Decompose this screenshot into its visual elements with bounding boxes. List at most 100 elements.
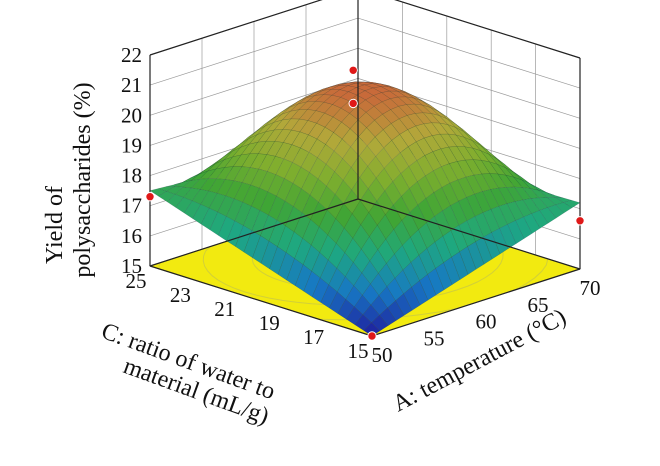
surface-cell (505, 186, 524, 202)
surface-cell (395, 293, 413, 316)
surface-cell (158, 191, 176, 203)
surface-cell (489, 173, 507, 189)
box-edge-3 (149, 198, 359, 267)
z-tick-label-6: 21 (121, 73, 142, 97)
surface-cell (415, 137, 434, 156)
surface-cell (467, 241, 485, 270)
surface-cell (498, 187, 516, 204)
surface-cell (192, 204, 210, 225)
surface-cell (394, 244, 412, 271)
surface-cell (371, 314, 389, 332)
surface-cell (235, 225, 253, 253)
surface-cell (459, 246, 477, 275)
surface-cell (232, 138, 249, 152)
z-tick-label-5: 20 (121, 103, 142, 127)
y-tick-label-5: 25 (126, 269, 147, 293)
surface-cell (488, 150, 505, 165)
surface-cell (507, 220, 525, 245)
design-point-2 (145, 192, 155, 202)
surface-cell (455, 123, 472, 138)
surface-cell (456, 146, 474, 161)
z-tick-label-4: 19 (121, 133, 142, 157)
surface-cell (498, 203, 516, 225)
surface-cell (389, 96, 408, 107)
surface-cell (446, 124, 465, 138)
surface-cell (439, 115, 456, 128)
z-tick-label-1: 16 (121, 224, 142, 248)
design-point-4 (367, 331, 377, 341)
surface-cell (165, 182, 183, 187)
surface-cell (387, 300, 405, 321)
surface-cell (209, 211, 227, 236)
surface-cell (422, 112, 441, 124)
surface-cell (496, 163, 515, 178)
surface-cell (431, 122, 449, 135)
surface-cell (403, 286, 421, 311)
surface-cell (423, 135, 442, 153)
surface-cell (429, 104, 447, 117)
surface-cell (443, 256, 461, 286)
y-tick-label-4: 23 (170, 283, 191, 307)
box-edge-0 (371, 268, 581, 337)
z-axis-label-line1: Yield of (42, 186, 68, 264)
surface-cell (380, 86, 398, 92)
surface-cell (415, 123, 433, 139)
axis-box (149, 0, 581, 337)
surface-cell (183, 187, 201, 202)
x-tick-label-0: 50 (372, 343, 393, 367)
y-tick-label-0: 15 (348, 339, 369, 363)
x-tick-label-4: 70 (580, 276, 601, 300)
surface-cell (448, 161, 467, 181)
surface-cell (432, 148, 450, 168)
z-tick-label-0: 15 (121, 254, 142, 278)
tick-labels: 15 16 17 18 19 20 21 22 50 55 60 65 70 15 17 19 21 23 25 (121, 43, 601, 367)
surface-cell (396, 88, 414, 96)
surface-cell (363, 322, 381, 337)
surface-cell (233, 182, 252, 203)
surface-cell (200, 207, 219, 231)
box-edge-1 (149, 265, 373, 337)
surface-cell (435, 262, 453, 291)
surface-cell (419, 273, 437, 301)
surface-cell (215, 156, 234, 170)
surface-cell (430, 113, 449, 125)
surface-cell (447, 118, 464, 132)
design-points (145, 65, 585, 341)
surface-cell (411, 280, 429, 306)
surface-cell (234, 201, 252, 227)
surface-cell (232, 153, 251, 167)
surface-cell (421, 100, 439, 112)
z-tick-label-3: 18 (121, 164, 142, 188)
surface-cell (200, 190, 218, 209)
surface-cell (380, 83, 398, 89)
surface-cell (183, 200, 202, 219)
surface-cell (455, 127, 473, 141)
box-edge-8 (394, 0, 581, 59)
grid-line-z-7 (149, 0, 581, 59)
y-tick-label-3: 21 (214, 297, 235, 321)
surface-cell (217, 216, 236, 242)
surface-cell (233, 166, 251, 183)
surface-cell (472, 140, 489, 155)
surface-cell (166, 194, 185, 208)
box-edge-2 (357, 198, 581, 270)
surface-cell (379, 307, 397, 327)
surface-cell (471, 136, 489, 152)
surface-cell (224, 154, 242, 168)
surface-cell (208, 193, 227, 213)
surface-cell (413, 97, 431, 108)
x-tick-label-3: 65 (528, 293, 549, 317)
surface-cell (466, 193, 484, 217)
surface-cell (491, 228, 509, 255)
surface-cell (175, 197, 193, 214)
surface-cell (427, 268, 445, 296)
surface-cell (463, 131, 481, 146)
surface-cell (430, 107, 448, 120)
surface-cell (174, 186, 193, 198)
z-axis-label-line2: polysaccharides (%) (70, 82, 96, 277)
box-edge-7 (149, 0, 323, 56)
response-surface (149, 81, 581, 337)
surface-cell (483, 232, 501, 260)
design-point-1 (348, 98, 358, 109)
surface-cell (472, 147, 490, 163)
